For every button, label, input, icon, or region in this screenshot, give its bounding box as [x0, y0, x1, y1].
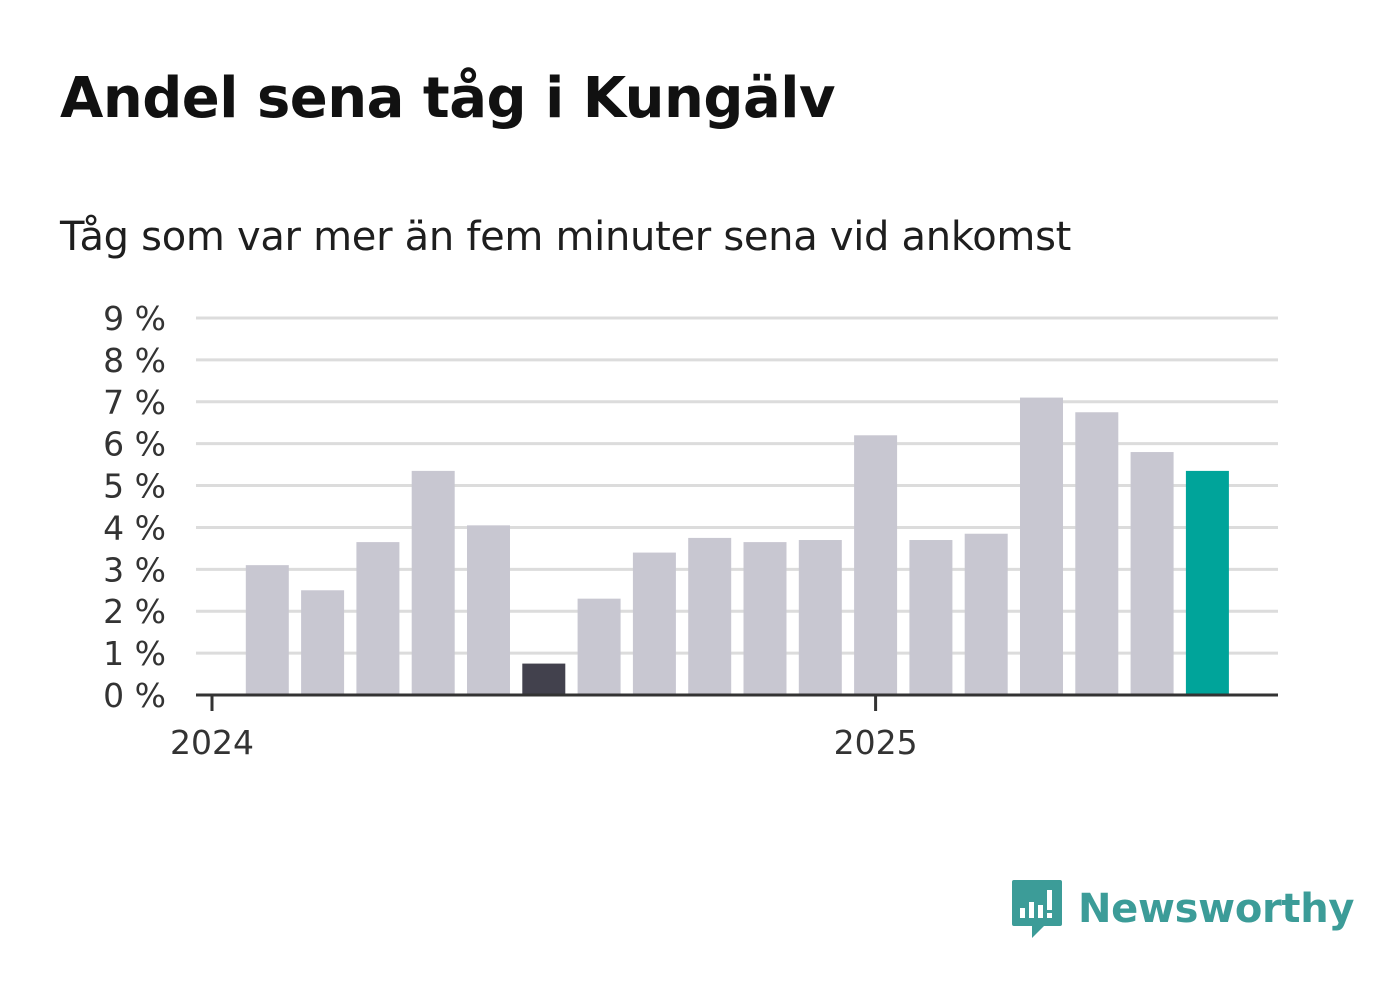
y-tick-label: 0 % [103, 676, 166, 715]
y-tick-label: 6 % [103, 425, 166, 464]
bar-2024-03 [301, 590, 345, 695]
chart-subtitle: Tåg som var mer än fem minuter sena vid … [60, 214, 1072, 260]
y-tick-label: 9 % [103, 299, 166, 338]
y-tick-label: 3 % [103, 550, 166, 589]
brand: Newsworthy [1010, 878, 1355, 940]
bar-2024-06 [467, 525, 510, 695]
brand-name: Newsworthy [1078, 886, 1355, 932]
bar-2025-03 [964, 533, 1008, 695]
y-tick-label: 7 % [103, 383, 166, 422]
x-tick-label: 2025 [834, 723, 918, 762]
x-tick-label: 2024 [170, 723, 254, 762]
y-axis-labels: 0 %1 %2 %3 %4 %5 %6 %7 %8 %9 % [103, 299, 166, 715]
bar-2024-12 [798, 540, 842, 695]
x-axis: 2024 2025 [170, 693, 1278, 762]
bar-2024-08 [577, 598, 621, 695]
bar-2025-05 [1075, 412, 1119, 695]
bar-2024-02 [245, 565, 289, 695]
bar-2025-01 [854, 435, 898, 695]
bar-2025-07 [1185, 470, 1229, 695]
bar-2024-07 [522, 663, 566, 695]
y-tick-label: 1 % [103, 634, 166, 673]
bar-2024-09 [632, 552, 676, 695]
chart-title: Andel sena tåg i Kungälv [60, 66, 835, 131]
bar-2024-05 [411, 470, 455, 695]
bars [245, 397, 1229, 695]
y-tick-label: 2 % [103, 592, 166, 631]
bar-2024-11 [743, 542, 787, 695]
y-tick-label: 5 % [103, 467, 166, 506]
bar-2025-02 [909, 540, 953, 695]
bar-2024-10 [688, 537, 732, 695]
bar-2025-06 [1130, 452, 1174, 695]
newsworthy-logo-icon [1012, 880, 1062, 938]
y-tick-label: 8 % [103, 341, 166, 380]
bar-2024-04 [356, 542, 400, 695]
bar-2025-04 [1020, 397, 1063, 695]
y-tick-label: 4 % [103, 508, 166, 547]
